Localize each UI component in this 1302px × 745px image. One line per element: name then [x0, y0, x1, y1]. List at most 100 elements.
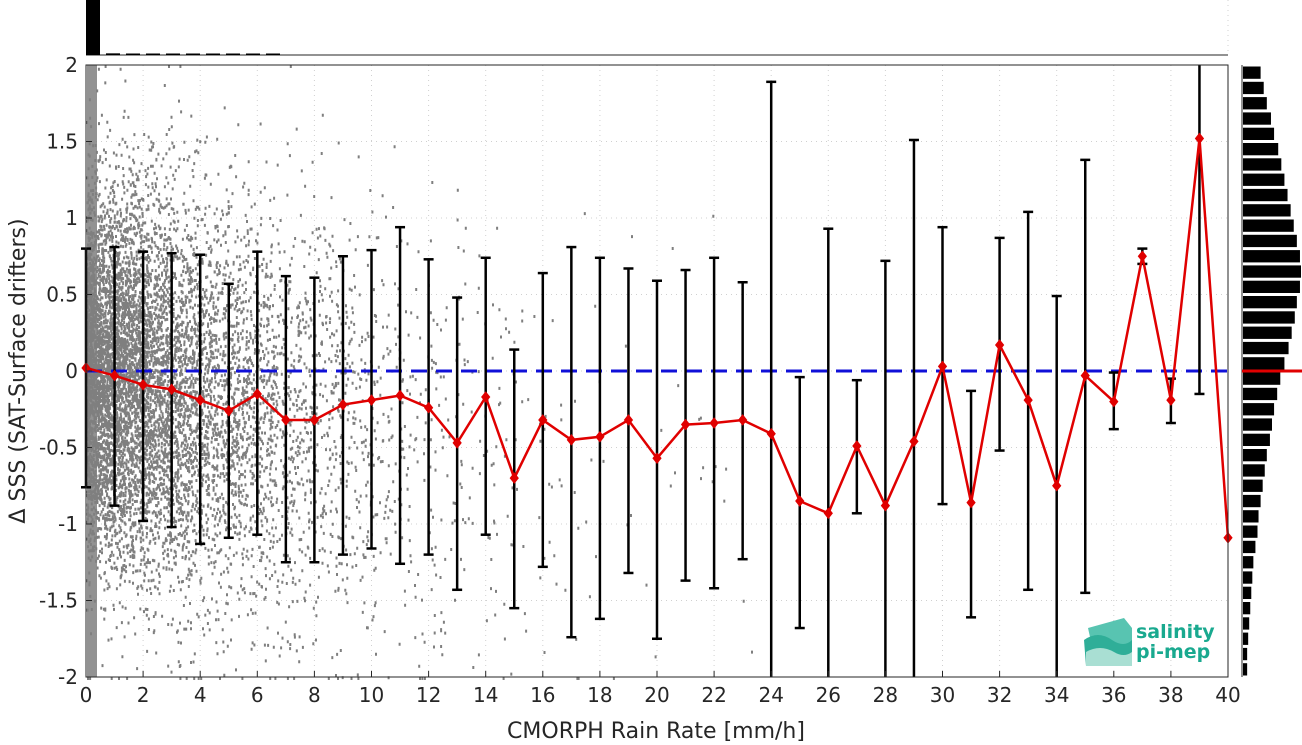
- data-point: [309, 414, 320, 426]
- right-hist-bar: [1243, 66, 1261, 79]
- right-hist-bar: [1243, 479, 1263, 492]
- top-hist-bar: [126, 53, 140, 55]
- data-point: [481, 391, 491, 403]
- right-hist-bar: [1243, 173, 1285, 186]
- salinity-pimep-logo: salinity pi-mep: [1084, 618, 1215, 666]
- data-point: [1023, 394, 1033, 406]
- top-hist-bar: [106, 53, 120, 55]
- x-tick-label: 2: [137, 683, 150, 707]
- top-hist-bar: [146, 53, 160, 55]
- x-tick-label: 36: [1101, 683, 1126, 707]
- right-hist-bar: [1243, 418, 1272, 431]
- top-hist-bar: [246, 53, 260, 55]
- data-point: [452, 437, 462, 449]
- x-tick-label: 38: [1158, 683, 1183, 707]
- data-point: [880, 499, 891, 512]
- data-point: [823, 507, 833, 520]
- y-tick-label: -2: [58, 665, 78, 689]
- y-tick-label: 0.5: [46, 283, 78, 307]
- right-hist-bar: [1243, 403, 1275, 416]
- right-hist-bar: [1243, 296, 1297, 309]
- mean-series: [81, 132, 1233, 544]
- right-hist-bar: [1243, 280, 1300, 293]
- x-tick-label: 40: [1215, 683, 1240, 707]
- y-tick-label: 1.5: [46, 130, 78, 154]
- right-hist-bar: [1243, 372, 1281, 385]
- logo-line2: pi-mep: [1136, 641, 1210, 663]
- right-hist-bar: [1243, 525, 1258, 538]
- data-point: [795, 495, 805, 507]
- right-hist-bar: [1243, 97, 1267, 110]
- data-point: [623, 414, 634, 426]
- top-hist-bar: [186, 53, 200, 55]
- x-tick-label: 18: [587, 683, 612, 707]
- right-hist-bar: [1243, 204, 1291, 217]
- right-hist-bar: [1243, 143, 1279, 156]
- data-point: [1109, 395, 1119, 408]
- x-tick-label: 12: [416, 683, 441, 707]
- x-tick-label: 4: [194, 683, 207, 707]
- right-histogram: [1241, 65, 1302, 677]
- data-point: [566, 434, 576, 446]
- right-hist-bar: [1243, 449, 1267, 462]
- data-point: [338, 398, 348, 411]
- data-point: [766, 427, 776, 440]
- right-hist-bar: [1243, 188, 1288, 202]
- top-hist-bar: [206, 53, 220, 55]
- data-point: [281, 414, 291, 426]
- right-hist-bar: [1243, 326, 1292, 339]
- data-point: [909, 435, 919, 448]
- y-tick-label: 0: [65, 359, 78, 383]
- data-point: [652, 452, 662, 465]
- data-point: [1194, 132, 1205, 145]
- data-point: [423, 401, 434, 414]
- right-hist-bar: [1243, 571, 1253, 584]
- data-point: [1052, 479, 1062, 492]
- logo-line1: salinity: [1136, 621, 1215, 643]
- data-point: [709, 417, 719, 429]
- x-axis-ticks: 0 2 4 6 8 10 12 14 16 18 20 22 24 26 28 30 32 34 36 38 40: [80, 671, 1241, 707]
- right-hist-bar: [1243, 617, 1250, 630]
- right-hist-bar: [1243, 311, 1295, 324]
- data-point: [138, 378, 148, 391]
- top-hist-bar: [266, 53, 280, 55]
- x-tick-label: 26: [816, 683, 841, 707]
- x-tick-label: 10: [359, 683, 384, 707]
- right-hist-bar: [1243, 433, 1270, 446]
- right-hist-bar: [1243, 602, 1251, 615]
- data-point: [395, 389, 405, 402]
- right-hist-bar: [1243, 387, 1278, 401]
- top-histogram: [86, 0, 1229, 56]
- right-hist-bar: [1243, 234, 1297, 248]
- x-tick-label: 22: [701, 683, 726, 707]
- right-hist-bar: [1243, 127, 1275, 140]
- data-point: [966, 496, 976, 509]
- right-hist-bar: [1243, 647, 1248, 661]
- data-point: [738, 414, 748, 426]
- right-hist-bar: [1243, 540, 1256, 554]
- x-tick-label: 20: [644, 683, 669, 707]
- data-point: [195, 394, 205, 406]
- right-hist-bar: [1243, 357, 1285, 370]
- x-tick-label: 8: [308, 683, 321, 707]
- x-tick-label: 6: [251, 683, 264, 707]
- data-point: [538, 414, 548, 426]
- top-hist-bar: [226, 53, 240, 55]
- right-hist-bar: [1243, 586, 1252, 599]
- data-point: [509, 472, 519, 484]
- right-hist-bar: [1243, 663, 1248, 676]
- data-point: [224, 404, 234, 417]
- x-tick-label: 34: [1044, 683, 1069, 707]
- x-axis-title: CMORPH Rain Rate [mm/h]: [507, 719, 805, 744]
- y-tick-label: -0.5: [39, 436, 78, 460]
- data-point: [366, 394, 377, 406]
- wave-logo-icon: [1084, 618, 1132, 666]
- data-point: [252, 388, 262, 400]
- y-tick-label: -1: [58, 512, 78, 536]
- right-hist-bar: [1243, 265, 1301, 278]
- right-hist-bar: [1243, 219, 1294, 232]
- x-tick-label: 24: [758, 683, 783, 707]
- x-tick-label: 32: [987, 683, 1012, 707]
- y-axis-title: Δ SSS (SAT-Surface drifters): [6, 218, 31, 523]
